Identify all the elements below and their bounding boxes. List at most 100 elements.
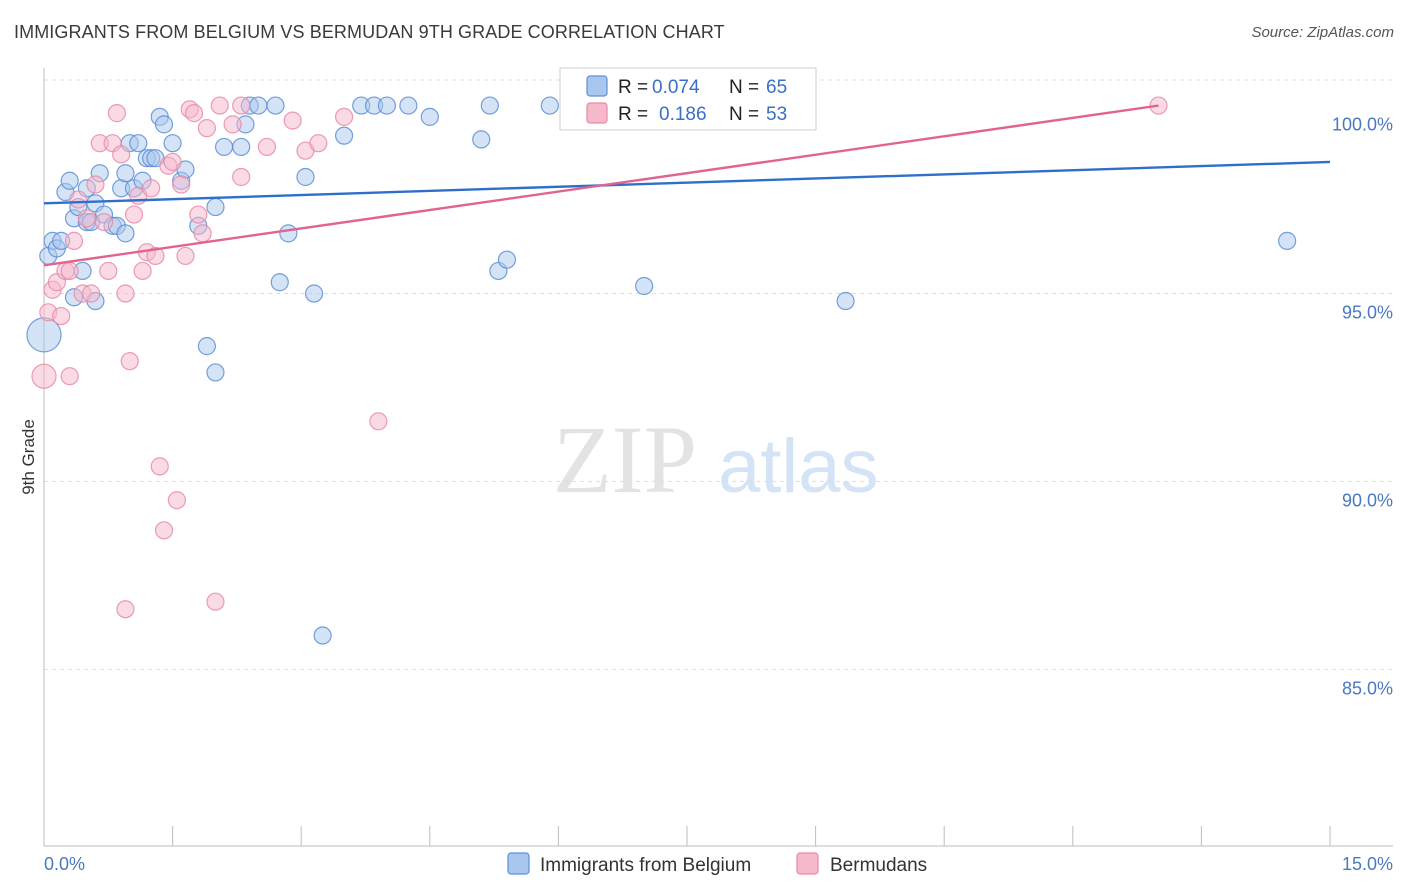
- belgium-point: [1278, 231, 1297, 250]
- bermudan-point: [146, 246, 165, 266]
- bermudan-point: [369, 412, 388, 431]
- stats-legend: R = 0.074 N = 65 R = 0.186 N = 53: [559, 67, 817, 131]
- axes: [43, 68, 1393, 847]
- belgium-point: [540, 96, 559, 115]
- bermudan-point: [116, 600, 135, 619]
- legend-swatch-pink: [586, 102, 608, 124]
- legend-r-value-1: 0.074: [652, 77, 700, 98]
- belgium-point: [197, 337, 216, 356]
- belgium-point: [635, 276, 654, 296]
- belgium-point: [472, 130, 491, 149]
- series-legend-label-belgium: Immigrants from Belgium: [540, 855, 751, 876]
- bermudan-point: [112, 145, 131, 164]
- y-tick-label: 85.0%: [1342, 678, 1393, 698]
- bermudan-point: [142, 179, 161, 198]
- bermudan-point: [163, 152, 182, 172]
- bermudan-point: [189, 205, 208, 224]
- legend-n-value-2: 53: [766, 104, 787, 125]
- bermudan-point: [193, 224, 212, 243]
- belgium-point: [270, 273, 289, 292]
- bermudan-point: [206, 592, 225, 611]
- belgium-point: [266, 96, 285, 115]
- data-points: [26, 96, 1297, 645]
- bermudan-point: [167, 491, 186, 510]
- belgium-trend-line: [43, 160, 1331, 205]
- y-tick-label: 95.0%: [1342, 303, 1393, 323]
- bermudan-point: [232, 96, 251, 115]
- bermudan-point: [283, 111, 302, 130]
- belgium-point: [163, 134, 182, 153]
- bermudan-point: [60, 261, 79, 281]
- bermudan-point: [334, 107, 354, 126]
- belgium-point: [497, 250, 517, 269]
- x-tick-label-max: 15.0%: [1342, 854, 1393, 874]
- bermudan-point: [232, 167, 251, 187]
- y-tick-label: 90.0%: [1342, 490, 1393, 510]
- legend-r-value-2: 0.186: [659, 104, 707, 125]
- bermudan-point: [124, 205, 144, 224]
- belgium-point: [377, 96, 397, 115]
- series-legend-swatch-belgium: [507, 852, 530, 875]
- belgium-point: [836, 291, 855, 311]
- belgium-point: [232, 137, 251, 157]
- bermudan-point: [31, 363, 57, 389]
- belgium-point: [420, 107, 439, 126]
- bermudan-point: [77, 209, 96, 228]
- series-legend-label-bermudans: Bermudans: [830, 855, 927, 876]
- watermark-atlas: atlas: [718, 424, 879, 509]
- bermudan-point: [107, 104, 126, 123]
- bermudan-point: [133, 261, 152, 281]
- y-axis-label: 9th Grade: [19, 419, 38, 495]
- belgium-point: [304, 284, 324, 303]
- belgium-point: [154, 115, 174, 134]
- bermudan-point: [86, 175, 105, 194]
- legend-n-label-2: N =: [729, 104, 759, 125]
- belgium-point: [116, 224, 135, 243]
- bermudan-point: [210, 96, 229, 115]
- bermudan-point: [60, 367, 79, 386]
- trend-lines: [43, 104, 1331, 267]
- y-tick-labels: 85.0% 90.0% 95.0% 100.0%: [1332, 115, 1393, 699]
- chart-title: IMMIGRANTS FROM BELGIUM VS BERMUDAN 9TH …: [14, 22, 725, 42]
- belgium-point: [480, 96, 499, 115]
- bermudan-point: [257, 137, 277, 157]
- belgium-point: [334, 126, 354, 145]
- bermudan-point: [82, 284, 101, 303]
- source-credit: Source: ZipAtlas.com: [1251, 24, 1394, 41]
- legend-n-value-1: 65: [766, 77, 787, 98]
- belgium-point: [214, 137, 234, 157]
- belgium-point: [129, 134, 148, 153]
- bermudan-point: [99, 261, 118, 281]
- bermudan-point: [52, 306, 71, 326]
- bermudan-point: [150, 457, 169, 476]
- bermudan-point: [154, 521, 174, 540]
- legend-r-label-2: R =: [618, 104, 648, 125]
- bermudan-point: [120, 352, 139, 371]
- bermudan-point: [223, 115, 242, 134]
- legend-n-label-1: N =: [729, 77, 759, 98]
- bermudan-trend-line: [43, 104, 1159, 267]
- belgium-point: [296, 167, 315, 187]
- x-ticks: [43, 826, 1331, 846]
- bermudan-point: [197, 119, 216, 138]
- belgium-point: [206, 197, 225, 217]
- x-tick-label-min: 0.0%: [44, 854, 85, 874]
- y-tick-label: 100.0%: [1332, 115, 1393, 135]
- belgium-point: [116, 164, 135, 183]
- bermudan-point: [94, 212, 114, 232]
- belgium-point: [399, 96, 418, 115]
- belgium-point: [279, 224, 298, 243]
- bermudan-point: [184, 104, 204, 123]
- bermudan-point: [69, 190, 88, 209]
- belgium-point: [60, 171, 79, 190]
- belgium-point: [313, 626, 332, 645]
- belgium-point: [249, 96, 268, 115]
- series-legend: Immigrants from Belgium Bermudans: [507, 852, 927, 876]
- watermark-zip: ZIP: [553, 406, 697, 513]
- bermudan-point: [64, 231, 84, 250]
- bermudan-point: [309, 134, 328, 153]
- bermudan-point: [172, 175, 191, 194]
- legend-r-label-1: R =: [618, 77, 648, 98]
- bermudan-point: [176, 246, 195, 266]
